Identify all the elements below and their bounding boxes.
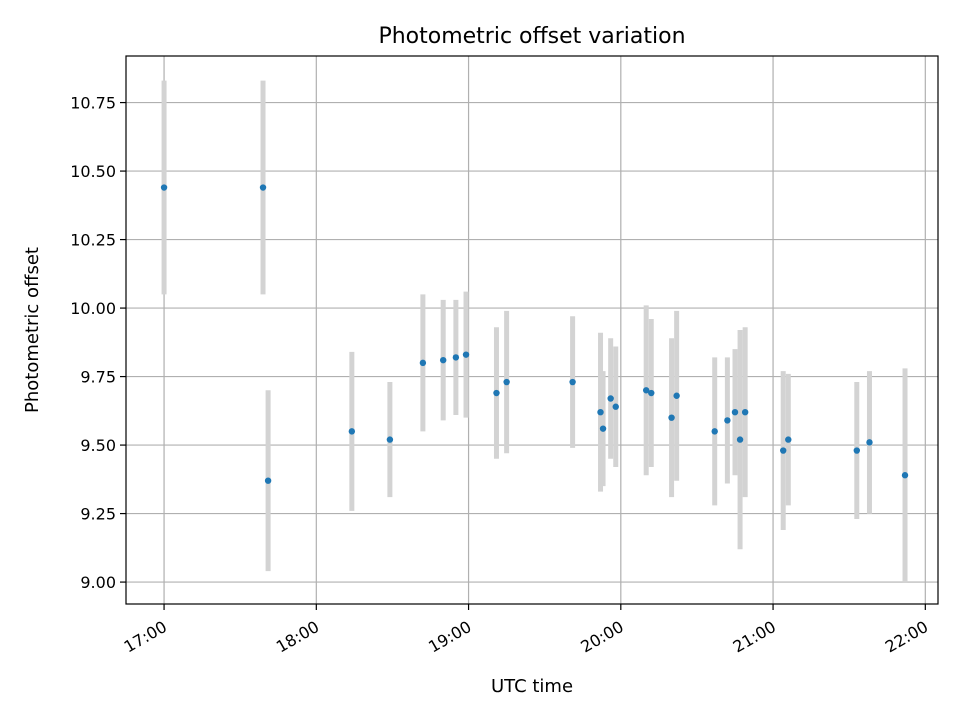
data-point (439, 356, 447, 364)
data-point (901, 472, 909, 479)
x-tick-label: 17:00 (121, 617, 170, 657)
data-point (711, 428, 718, 435)
y-tick-label: 9.75 (80, 368, 116, 387)
y-tick-label: 10.50 (70, 162, 116, 181)
data-point (607, 395, 614, 402)
errorbars (161, 80, 908, 583)
data-point (569, 378, 576, 386)
data-point (259, 184, 267, 191)
data-point (673, 392, 680, 399)
data-point (348, 428, 356, 435)
y-tick-label: 10.25 (70, 231, 116, 250)
data-point (503, 378, 510, 386)
x-axis-ticks: 17:00 18:00 19:00 20:00 21:00 22:00 (121, 604, 931, 657)
data-points (160, 184, 909, 484)
data-point (493, 389, 500, 397)
grid (126, 56, 938, 604)
data-point (419, 359, 427, 367)
y-tick-label: 9.00 (80, 573, 116, 592)
y-tick-label: 9.50 (80, 436, 116, 455)
x-tick-label: 20:00 (577, 617, 626, 657)
x-tick-label: 21:00 (730, 617, 779, 657)
data-point (264, 477, 272, 484)
data-point (648, 389, 655, 397)
data-point (452, 354, 460, 361)
data-point (724, 417, 731, 424)
data-point (160, 184, 168, 191)
data-point (386, 436, 394, 443)
data-point (866, 439, 873, 446)
data-point (612, 403, 619, 410)
y-axis-ticks: 9.00 9.25 9.50 9.75 10.00 10.25 10.50 10.75 (70, 94, 126, 592)
x-tick-label: 22:00 (882, 617, 931, 657)
y-axis-label: Photometric offset (22, 247, 43, 413)
data-point (731, 409, 739, 416)
data-point (741, 409, 749, 416)
data-point (668, 414, 675, 421)
data-point (853, 447, 860, 454)
data-point (785, 436, 792, 443)
y-tick-label: 9.25 (80, 505, 116, 524)
y-tick-label: 10.00 (70, 299, 116, 318)
x-axis-label: UTC time (491, 676, 573, 697)
data-point (597, 409, 604, 416)
data-point (599, 425, 607, 432)
y-tick-label: 10.75 (70, 94, 116, 113)
data-point (736, 436, 744, 443)
data-point (642, 387, 650, 394)
x-tick-label: 19:00 (425, 617, 474, 657)
chart-title: Photometric offset variation (378, 24, 685, 49)
plot-frame (125, 55, 939, 605)
data-point (780, 447, 787, 454)
data-point (462, 351, 470, 358)
x-tick-label: 18:00 (273, 617, 322, 657)
